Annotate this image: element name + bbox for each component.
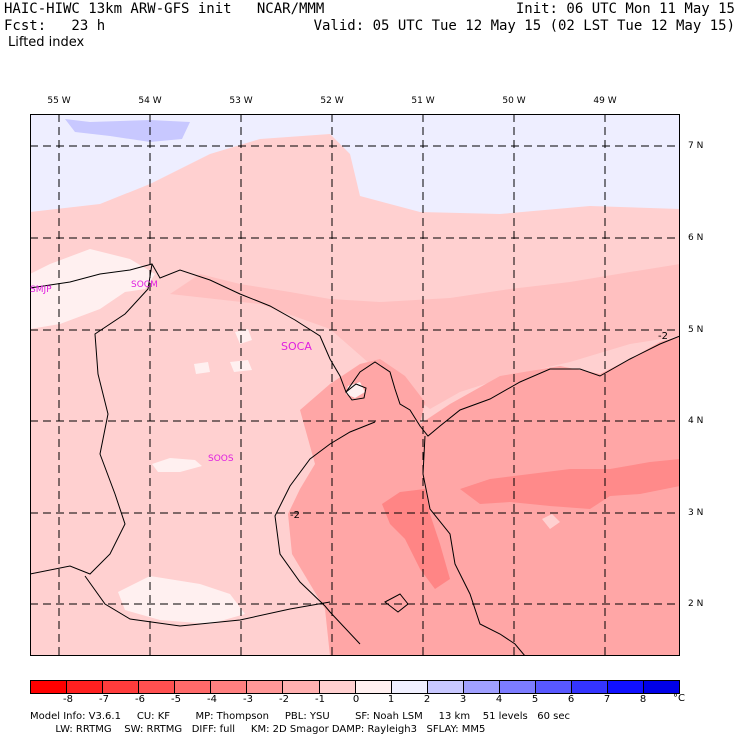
colorbar-swatch — [355, 681, 392, 693]
colorbar-swatch — [247, 681, 284, 693]
colorbar-swatch — [283, 681, 320, 693]
colorbar-tick: -4 — [207, 694, 217, 705]
colorbar-tick: 5 — [531, 694, 539, 705]
pink-band-coast — [170, 264, 680, 409]
model-info-line2: LW: RRTMG SW: RRTMG DIFF: full KM: 2D Sm… — [30, 724, 486, 735]
border-amapa — [274, 421, 376, 645]
coastline-and-borders — [30, 263, 680, 656]
lat-label-4n: 4 N — [688, 416, 704, 426]
colorbar-tick: -5 — [171, 694, 181, 705]
colorbar-swatch — [175, 681, 212, 693]
colorbar-swatch — [103, 681, 140, 693]
valid-time: Valid: 05 UTC Tue 12 May 15 (02 LST Tue … — [313, 18, 735, 34]
lon-label-54w: 54 W — [138, 96, 162, 106]
model-info-line1: Model Info: V3.6.1 CU: KF MP: Thompson P… — [30, 711, 570, 722]
border-west — [30, 263, 153, 575]
colorbar-swatch — [67, 681, 104, 693]
colorbar-tick: -8 — [63, 694, 73, 705]
station-label-socm: SOCM — [131, 280, 158, 290]
border-south — [84, 575, 331, 627]
lat-label-5n: 5 N — [688, 325, 704, 335]
pale-region-west — [30, 249, 155, 329]
colorbar-swatch — [644, 681, 680, 693]
lat-label-2n: 2 N — [688, 599, 704, 609]
colorbar-swatch — [571, 681, 608, 693]
colorbar-tick: -1 — [315, 694, 325, 705]
colorbar-swatch — [391, 681, 428, 693]
colorbar — [30, 680, 680, 694]
island-outline — [345, 383, 367, 401]
colorbar-swatch — [463, 681, 500, 693]
pale-spot-4 — [194, 362, 210, 374]
colorbar-tick: 1 — [387, 694, 395, 705]
coastline — [30, 263, 680, 437]
colorbar-tick: -2 — [279, 694, 289, 705]
forecast-hour: Fcst: 23 h — [4, 18, 106, 34]
model-title: HAIC-HIWC 13km ARW-GFS init NCAR/MMM — [4, 1, 325, 17]
field-name: Lifted index — [8, 35, 85, 50]
colorbar-tick: -3 — [243, 694, 253, 705]
colorbar-swatch — [427, 681, 464, 693]
graticule — [30, 114, 680, 656]
pale-region-central — [152, 458, 202, 472]
colorbar-tick: 6 — [567, 694, 575, 705]
colorbar-swatch — [31, 681, 68, 693]
lon-label-50w: 50 W — [502, 96, 526, 106]
colorbar-tick: 2 — [423, 694, 431, 705]
colorbar-swatch — [139, 681, 176, 693]
contour-label-west: -2 — [290, 510, 300, 521]
colorbar-swatch — [319, 681, 356, 693]
colorbar-tick: 4 — [495, 694, 503, 705]
colorbar-unit: °C — [673, 693, 685, 704]
lat-label-7n: 7 N — [688, 141, 704, 151]
colorbar-tick: 8 — [639, 694, 647, 705]
lon-label-51w: 51 W — [411, 96, 435, 106]
contour-label-east: -2 — [658, 331, 668, 342]
colorbar-tick: 0 — [352, 694, 360, 705]
lon-label-49w: 49 W — [593, 96, 617, 106]
small-pale-patch-east — [542, 514, 560, 529]
station-label-soca: SOCA — [281, 340, 312, 353]
map-frame — [30, 114, 680, 656]
colorbar-tick: 7 — [603, 694, 611, 705]
colorbar-swatch — [211, 681, 248, 693]
lat-label-6n: 6 N — [688, 233, 704, 243]
init-time: Init: 06 UTC Mon 11 May 15 — [515, 1, 735, 17]
colorbar-tick: -6 — [135, 694, 145, 705]
blue-patch-north — [65, 119, 190, 142]
station-label-soos: SOOS — [208, 454, 234, 464]
colorbar-tick: 3 — [459, 694, 467, 705]
station-label-smjp: SMJP — [30, 285, 52, 295]
lifted-index-map[interactable]: SMJP SOCM SOCA SOOS -2 -2 — [30, 114, 680, 656]
intense-patch-central — [382, 489, 450, 589]
lon-label-52w: 52 W — [320, 96, 344, 106]
colorbar-swatch — [535, 681, 572, 693]
border-east — [422, 435, 526, 656]
lon-label-53w: 53 W — [229, 96, 253, 106]
intense-patch-east — [460, 459, 680, 509]
lon-label-55w: 55 W — [47, 96, 71, 106]
colorbar-tick: -7 — [99, 694, 109, 705]
pale-spot-2 — [235, 329, 252, 344]
colorbar-swatch — [608, 681, 645, 693]
lat-label-3n: 3 N — [688, 508, 704, 518]
colorbar-swatch — [499, 681, 536, 693]
bluish-region-north — [30, 114, 680, 214]
